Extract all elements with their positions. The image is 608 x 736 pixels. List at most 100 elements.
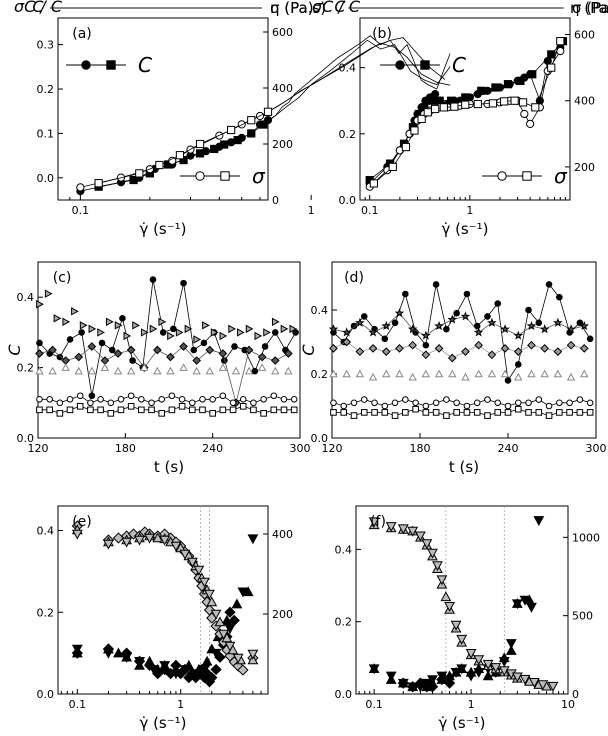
data-point bbox=[152, 532, 164, 543]
legend-marker bbox=[81, 60, 91, 70]
data-point bbox=[371, 409, 378, 416]
data-point bbox=[138, 395, 145, 403]
data-point bbox=[167, 331, 175, 341]
data-point bbox=[199, 665, 210, 676]
series bbox=[369, 37, 565, 188]
data-point bbox=[224, 606, 236, 618]
data-point bbox=[237, 664, 249, 676]
data-point bbox=[237, 328, 245, 337]
data-point bbox=[453, 409, 460, 416]
data-point bbox=[126, 345, 136, 355]
chart-panel-f: 0.1 1 10 0.0 0.2 0.4 0 500 1000 (f) γ̇ (s⁻¹) σC / C… bbox=[312, 0, 608, 732]
data-point bbox=[247, 116, 256, 125]
y-axis-label: C bbox=[334, 0, 346, 16]
y-tick-label: 0.2 bbox=[17, 362, 35, 375]
data-point bbox=[494, 409, 502, 416]
x-tick-label: 300 bbox=[290, 442, 311, 455]
data-point bbox=[402, 396, 409, 403]
data-point bbox=[461, 372, 470, 381]
data-point bbox=[371, 399, 378, 407]
y-axis-label: C bbox=[32, 0, 44, 16]
series bbox=[368, 517, 559, 692]
data-point bbox=[500, 369, 510, 378]
y-right-tick-label: 0 bbox=[572, 688, 579, 701]
plot-frame bbox=[57, 17, 269, 201]
data-point bbox=[149, 276, 157, 283]
data-point bbox=[210, 609, 222, 620]
data-point bbox=[270, 406, 278, 414]
data-point bbox=[474, 369, 483, 378]
data-point bbox=[66, 395, 74, 403]
series bbox=[35, 363, 293, 375]
legend-entry: C bbox=[66, 53, 152, 77]
data-point bbox=[200, 339, 208, 347]
data-point bbox=[204, 589, 215, 600]
data-point bbox=[443, 325, 450, 333]
data-point bbox=[108, 346, 116, 354]
data-point bbox=[328, 324, 339, 334]
data-point bbox=[158, 410, 166, 417]
data-point bbox=[408, 340, 418, 350]
data-point bbox=[426, 681, 439, 693]
data-point bbox=[474, 340, 484, 350]
data-point bbox=[76, 183, 85, 192]
data-point bbox=[218, 349, 228, 358]
data-point bbox=[526, 602, 537, 613]
data-point bbox=[166, 366, 175, 375]
data-point bbox=[494, 300, 502, 307]
data-point bbox=[237, 587, 249, 598]
y-tick-label: 0.4 bbox=[335, 543, 353, 556]
data-point bbox=[97, 328, 105, 337]
x-axis-label: γ̇ (s⁻¹) bbox=[139, 714, 186, 732]
panel-label: (d) bbox=[344, 270, 364, 286]
data-point bbox=[422, 409, 430, 416]
data-point bbox=[473, 668, 485, 678]
data-point bbox=[340, 402, 348, 410]
y-tick-label: 0.2 bbox=[37, 83, 55, 96]
data-point bbox=[395, 344, 404, 353]
data-point bbox=[547, 50, 556, 59]
data-point bbox=[360, 396, 368, 403]
data-point bbox=[71, 644, 83, 655]
data-point bbox=[179, 342, 188, 351]
data-point bbox=[535, 319, 543, 327]
data-point bbox=[576, 409, 584, 416]
data-point bbox=[412, 399, 419, 407]
data-point bbox=[159, 661, 171, 671]
x-tick-label: 180 bbox=[410, 442, 431, 455]
data-point bbox=[74, 366, 83, 375]
data-point bbox=[391, 319, 399, 327]
data-point bbox=[576, 396, 584, 403]
data-point bbox=[539, 324, 550, 334]
data-point bbox=[484, 396, 491, 403]
data-point bbox=[553, 347, 563, 356]
data-point bbox=[245, 324, 254, 334]
data-point bbox=[100, 363, 110, 371]
series bbox=[36, 392, 298, 407]
data-point bbox=[576, 319, 584, 327]
data-point bbox=[232, 653, 244, 664]
x-axis-label: γ̇ (s⁻¹) bbox=[438, 714, 485, 732]
x-tick-label: 0.1 bbox=[365, 698, 383, 711]
data-point bbox=[271, 317, 280, 327]
data-point bbox=[456, 634, 468, 645]
y-right-axis-label: σ (Pa) bbox=[270, 0, 314, 17]
data-point bbox=[461, 347, 470, 356]
data-point bbox=[263, 107, 273, 116]
y-right-tick-label: 400 bbox=[272, 82, 293, 95]
data-point bbox=[448, 369, 457, 378]
data-point bbox=[159, 329, 167, 336]
data-point bbox=[432, 281, 440, 288]
data-point bbox=[513, 330, 524, 340]
data-point bbox=[210, 663, 222, 676]
data-point bbox=[289, 324, 298, 334]
data-point bbox=[540, 369, 549, 378]
data-point bbox=[113, 647, 124, 658]
data-point bbox=[247, 129, 256, 138]
data-point bbox=[487, 317, 497, 327]
data-point bbox=[397, 677, 409, 689]
y-tick-label: 0.3 bbox=[37, 39, 55, 52]
y-tick-label: 0.2 bbox=[335, 616, 353, 629]
data-point bbox=[518, 98, 528, 107]
data-point bbox=[237, 120, 246, 129]
